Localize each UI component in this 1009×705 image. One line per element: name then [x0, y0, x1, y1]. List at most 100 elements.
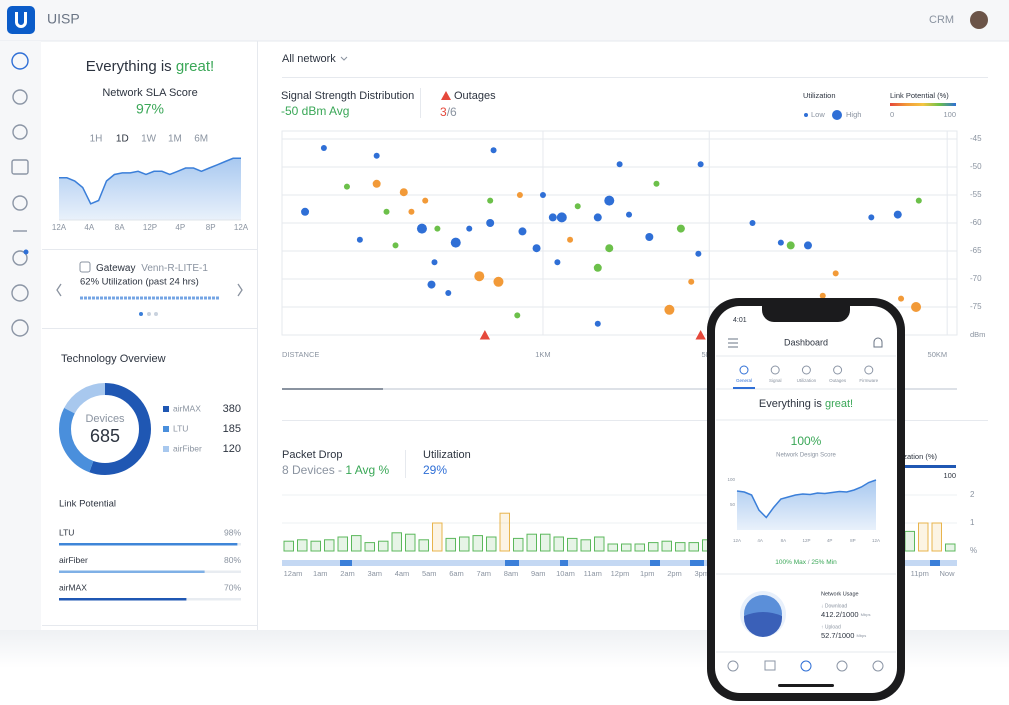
bar [472, 535, 483, 552]
nav-clients[interactable] [12, 195, 28, 211]
gateway-label: Gateway Venn-R-LITE-1 [96, 263, 208, 274]
phone-tab[interactable]: Signal [769, 378, 782, 383]
filter-chevron[interactable] [340, 56, 348, 61]
x-axis-label: DISTANCE [282, 350, 319, 359]
packet-drop-separator: - [338, 463, 342, 477]
legend-label: LTU [173, 423, 188, 433]
legend-label: airMAX [173, 403, 201, 413]
point [445, 290, 452, 296]
x-tick-label: 4P [175, 223, 185, 232]
logo-glyph [15, 12, 27, 28]
bar-value-label: 80% [224, 555, 241, 565]
outages-value: 3 [440, 105, 447, 119]
range-tab[interactable]: 1H [90, 134, 103, 145]
y-tick-label: -65 [970, 246, 982, 255]
point [695, 250, 702, 257]
bar [904, 530, 915, 552]
donut-label: Devices [85, 413, 125, 425]
home-indicator [778, 684, 834, 687]
nav-help[interactable] [11, 284, 29, 302]
utilization-scale-bar [880, 465, 956, 468]
phone-tab-icon [770, 365, 780, 375]
technology-title: Technology Overview [61, 353, 166, 365]
nav-settings[interactable] [11, 319, 29, 337]
point [893, 210, 902, 219]
nav-topology[interactable] [12, 124, 28, 140]
outages-title: Outages [454, 90, 496, 102]
phone-nav[interactable] [727, 660, 739, 672]
y-tick-label: -75 [970, 302, 982, 311]
phone-tab[interactable]: General [736, 378, 752, 383]
packet-drop-title: Packet Drop [282, 449, 343, 461]
point [688, 278, 695, 285]
nav-dashboard[interactable] [11, 52, 29, 70]
x-tick-label: 8A [781, 538, 787, 543]
logo-icon[interactable] [7, 6, 35, 34]
x-tick-label: 12P [143, 223, 157, 232]
x-tick-label: 8A [115, 223, 125, 232]
nav-notifications[interactable] [12, 250, 28, 266]
nav-devices[interactable] [11, 159, 29, 175]
point [493, 276, 504, 287]
carousel-arrows[interactable] [56, 283, 243, 297]
point [392, 242, 399, 249]
point [803, 241, 812, 250]
network-filter[interactable]: All network [282, 53, 336, 65]
time-label: 6am [449, 569, 464, 578]
point [574, 203, 581, 210]
phone-nav[interactable] [836, 660, 848, 672]
point [567, 236, 574, 243]
point [626, 211, 633, 218]
bar [351, 535, 362, 552]
range-tab[interactable]: 1M [168, 134, 182, 145]
legend-swatch [163, 426, 169, 432]
download: 412.2/1000 Mbps [821, 610, 870, 619]
point [777, 239, 784, 246]
utilization-strip [282, 560, 957, 566]
phone-status: Everything is great! [759, 398, 853, 410]
range-tab[interactable]: 1D [116, 134, 129, 145]
bar [540, 533, 551, 552]
phone-tab[interactable]: Outages [829, 378, 847, 383]
range-tab[interactable]: 6M [194, 134, 208, 145]
phone-menu[interactable] [728, 338, 738, 348]
phone-tab[interactable]: Firmware [859, 378, 878, 383]
y-unit: % [970, 546, 977, 555]
phone-score: 100% [791, 434, 822, 448]
phone-bell[interactable] [873, 337, 883, 348]
bar [513, 537, 524, 552]
page-dot[interactable] [147, 312, 151, 316]
phone-tab[interactable]: Utilization [797, 378, 817, 383]
packet-drop-devices: 8 Devices [282, 463, 335, 477]
point [911, 302, 922, 312]
bar [337, 536, 348, 552]
status-word: great! [176, 58, 214, 75]
avatar[interactable] [970, 11, 988, 29]
plot-frame [281, 130, 958, 336]
x-tick-label: 12A [234, 223, 249, 232]
point [486, 219, 495, 227]
legend-low-dot [804, 113, 808, 117]
outage-marker [693, 327, 708, 341]
range-tab[interactable]: 1W [141, 134, 157, 145]
phone-nav[interactable] [872, 660, 884, 672]
phone-nav[interactable] [800, 660, 812, 672]
bar [310, 540, 321, 552]
outages-count: 3/6 [440, 105, 457, 119]
nav-map[interactable] [12, 89, 28, 105]
x-tick-label: 12A [872, 538, 880, 543]
download-value: 412.2 [821, 610, 840, 619]
time-label: 2am [340, 569, 355, 578]
crm-link[interactable]: CRM [929, 14, 954, 26]
page-dot[interactable] [139, 312, 143, 316]
bar [918, 522, 929, 552]
point [301, 207, 310, 216]
bar [661, 540, 672, 552]
point [320, 144, 327, 151]
potential-legend-bar [890, 103, 956, 106]
page-dot[interactable] [154, 312, 158, 316]
phone-nav[interactable] [764, 660, 776, 671]
gateway-detail: 62% Utilization (past 24 hrs) [80, 277, 199, 288]
bar [364, 542, 375, 552]
point [539, 192, 546, 198]
